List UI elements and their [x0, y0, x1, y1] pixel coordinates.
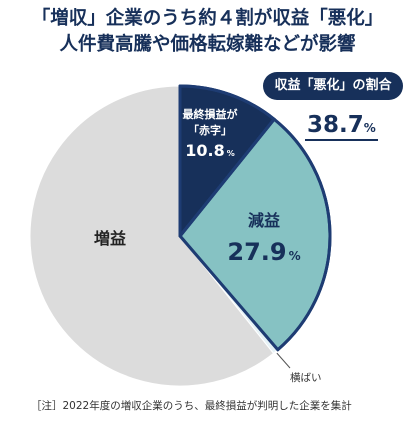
deterioration-badge: 収益「悪化」の割合	[263, 72, 403, 100]
chart-title-line1: 「増収」企業のうち約４割が収益「悪化」	[31, 8, 384, 29]
deterioration-share: 38.7%	[305, 112, 378, 141]
flat-leader-line	[276, 352, 291, 369]
pie-slice-3	[29, 85, 274, 387]
slice-label-flat: 横ばい	[290, 371, 322, 384]
slice-label-red-line2: 「赤字」	[188, 123, 232, 137]
footnote: ［注］2022年度の増収企業のうち、最終損益が判明した企業を集計	[31, 400, 352, 412]
slice-value-decrease: 27.9%	[227, 238, 300, 266]
slice-label-increase: 増益	[94, 229, 126, 248]
slice-label-decrease: 減益	[248, 211, 280, 230]
pie-slice-outline-0	[178, 84, 276, 238]
pie-slice-outline-1	[178, 117, 332, 352]
slice-value-red: 10.8%	[185, 141, 235, 160]
deterioration-share-value: 38.7	[307, 112, 364, 138]
slice-label-red-line1: 最終損益が	[183, 107, 238, 121]
chart-title-line2: 人件費高騰や価格転嫁難などが影響	[59, 34, 356, 55]
deterioration-share-unit: %	[363, 121, 376, 135]
